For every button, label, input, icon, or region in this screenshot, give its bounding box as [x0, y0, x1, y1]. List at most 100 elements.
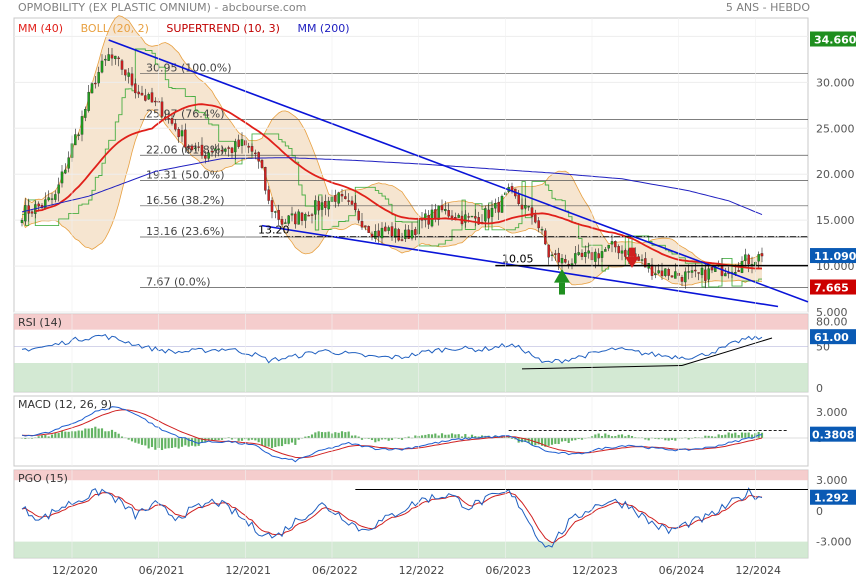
- macd-histogram-bar: [454, 434, 457, 438]
- macd-histogram-bar: [107, 431, 110, 438]
- macd-histogram-bar: [370, 438, 374, 441]
- macd-histogram-bar: [474, 436, 477, 438]
- candle-body: [264, 167, 267, 191]
- macd-histogram-bar: [94, 426, 97, 438]
- macd-histogram-bar: [67, 431, 70, 438]
- macd-histogram-bar: [130, 438, 134, 442]
- candle-body: [400, 239, 404, 241]
- candle-body: [640, 259, 644, 261]
- macd-histogram-bar: [30, 438, 34, 439]
- candle-body: [154, 100, 157, 103]
- macd-histogram-bar: [467, 436, 470, 438]
- candle-body: [334, 195, 337, 202]
- candle-body: [600, 251, 604, 258]
- x-axis-tick: 06/2022: [312, 564, 358, 577]
- macd-histogram-bar: [427, 434, 430, 438]
- candle-body: [674, 271, 677, 279]
- macd-histogram-bar: [577, 438, 580, 440]
- candle-body: [77, 134, 80, 136]
- macd-histogram-bar: [40, 435, 44, 438]
- macd-histogram-bar: [734, 432, 737, 438]
- sell-arrow-icon: [625, 256, 639, 268]
- candle-body: [554, 253, 557, 255]
- candle-body: [550, 254, 554, 257]
- macd-histogram-bar: [620, 434, 624, 438]
- macd-histogram-bar: [77, 430, 80, 438]
- candle-body: [680, 276, 684, 282]
- candle-body: [374, 231, 377, 239]
- macd-histogram-bar: [147, 438, 150, 449]
- macd-histogram-bar: [624, 436, 627, 438]
- macd-histogram-bar: [470, 434, 474, 438]
- macd-histogram-bar: [247, 438, 250, 441]
- candle-body: [20, 219, 24, 224]
- candle-body: [64, 169, 67, 174]
- candle-body: [180, 130, 184, 137]
- macd-histogram-bar: [347, 431, 350, 438]
- candle-body: [527, 206, 530, 208]
- macd-histogram-bar: [630, 435, 634, 438]
- macd-histogram-bar: [604, 433, 607, 438]
- macd-histogram-bar: [354, 435, 357, 438]
- macd-histogram-bar: [37, 436, 40, 438]
- candle-body: [187, 146, 190, 148]
- macd-histogram-bar: [270, 438, 274, 449]
- macd-histogram-bar: [617, 434, 620, 438]
- macd-histogram-bar: [110, 429, 114, 438]
- macd-histogram-bar: [264, 438, 267, 447]
- candle-body: [60, 171, 64, 184]
- macd-histogram-bar: [574, 438, 577, 441]
- candle-body: [404, 229, 407, 239]
- candle-body: [500, 195, 504, 213]
- candle-body: [120, 60, 124, 70]
- buy-arrow-stem: [559, 282, 565, 295]
- candle-body: [367, 226, 370, 233]
- candle-body: [340, 193, 344, 197]
- candle-body: [324, 201, 327, 208]
- candle-body: [597, 253, 600, 259]
- candle-body: [124, 69, 127, 76]
- candle-body: [380, 227, 384, 239]
- price-y-tick: 15.000: [816, 214, 855, 227]
- macd-histogram-bar: [170, 438, 174, 448]
- candle-body: [357, 210, 360, 221]
- candle-body: [207, 152, 210, 159]
- legend-supertrend: SUPERTREND (10, 3): [166, 22, 280, 35]
- macd-histogram-bar: [177, 438, 180, 449]
- price-y-tick: 5.000: [816, 306, 848, 319]
- candle-body: [467, 216, 470, 218]
- macd-histogram-bar: [544, 438, 547, 447]
- price-y-tick: 10.000: [816, 260, 855, 273]
- candle-body: [80, 116, 84, 135]
- legend: MM (40) BOLL (20, 2) SUPERTREND (10, 3) …: [18, 22, 364, 35]
- candle-body: [47, 197, 50, 201]
- macd-histogram-bar: [24, 438, 27, 440]
- macd-histogram-bar: [304, 436, 307, 438]
- level-1320-label: 13.20: [258, 224, 290, 237]
- macd-histogram-bar: [267, 438, 270, 447]
- candle-body: [510, 186, 514, 191]
- macd-histogram-bar: [740, 432, 744, 438]
- candle-body: [654, 273, 657, 276]
- candle-body: [397, 229, 400, 241]
- candle-body: [534, 214, 537, 223]
- pgo-panel-label: PGO (15): [18, 472, 68, 485]
- macd-histogram-bar: [237, 438, 240, 441]
- candle-body: [694, 269, 697, 272]
- candle-body: [337, 192, 340, 204]
- candle-body: [224, 148, 227, 152]
- macd-histogram-bar: [670, 438, 674, 440]
- candle-body: [610, 241, 614, 245]
- macd-histogram-bar: [447, 434, 450, 438]
- candle-body: [240, 139, 244, 146]
- price-tag-last-bg: [810, 248, 856, 264]
- fib-level-label: 30.95 (100.0%): [146, 62, 232, 75]
- macd-histogram-bar: [560, 438, 564, 442]
- candle-body: [457, 214, 460, 218]
- macd-histogram-bar: [530, 438, 534, 446]
- candle-body: [54, 194, 57, 200]
- candle-body: [687, 271, 690, 273]
- candle-body: [544, 230, 547, 245]
- macd-histogram-bar: [127, 438, 130, 440]
- macd-histogram-bar: [87, 428, 90, 438]
